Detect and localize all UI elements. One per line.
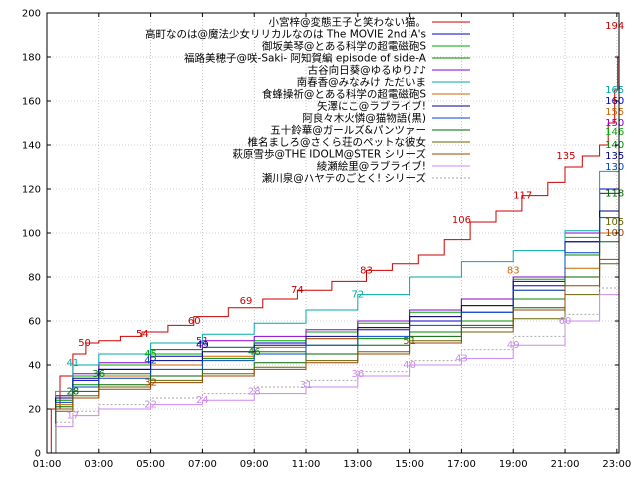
legend-label: 食蜂操祈@とある科学の超電磁砲S (262, 88, 426, 101)
data-label: 165 (605, 85, 624, 96)
data-label: 106 (452, 215, 471, 226)
x-tick-label: 01:00 (33, 459, 62, 470)
series-layer (47, 26, 620, 454)
data-label: 36 (92, 369, 105, 380)
series-line (47, 156, 620, 454)
series-line (47, 222, 620, 454)
legend-label: 椎名ましろ@さくら荘のペットな彼女 (248, 136, 427, 149)
data-label: 130 (605, 162, 624, 173)
series-line (47, 145, 620, 454)
data-label: 45 (144, 349, 157, 360)
x-tick-label: 23:00 (602, 459, 631, 470)
data-label: 49 (196, 340, 209, 351)
legend-label: 小宮梓@変態王子と笑わない猫。 (269, 16, 427, 29)
data-label: 83 (360, 265, 373, 276)
y-tick-label: 60 (28, 317, 41, 328)
data-label: 160 (605, 96, 624, 107)
series-line (47, 193, 620, 454)
y-tick-label: 100 (22, 229, 41, 240)
data-label: 69 (240, 296, 253, 307)
legend-label: 阿良々木火憐@猫物語(黒) (302, 112, 426, 125)
x-tick-label: 09:00 (240, 459, 269, 470)
legend-label: 萩原雪歩@THE IDOLM@STER シリーズ (233, 148, 426, 161)
data-label: 28 (248, 386, 261, 397)
x-tick-label: 13:00 (343, 459, 372, 470)
legend: 小宮梓@変態王子と笑わない猫。高町なのは@魔法少女リリカルなのは The MOV… (145, 16, 470, 185)
data-label: 24 (196, 395, 209, 406)
data-label: 117 (513, 191, 532, 202)
data-label: 135 (605, 151, 624, 162)
legend-label: 矢澤にこ@ラブライブ! (317, 100, 426, 113)
legend-label: 五十鈴華@ガールズ&パンツァー (270, 124, 426, 137)
data-label: 51 (196, 336, 209, 347)
data-label: 83 (507, 265, 520, 276)
y-tick-label: 120 (22, 185, 41, 196)
data-label: 46 (248, 347, 261, 358)
legend-label: 御坂美琴@とある科学の超電磁砲S (262, 40, 426, 53)
x-tick-label: 19:00 (499, 459, 528, 470)
y-tick-label: 0 (35, 449, 41, 460)
data-label: 32 (144, 378, 157, 389)
x-tick-label: 17:00 (447, 459, 476, 470)
data-label: 155 (605, 107, 624, 118)
x-tick-label: 05:00 (136, 459, 165, 470)
data-label: 60 (559, 316, 572, 327)
x-tick-label: 21:00 (551, 459, 580, 470)
y-axis: 0 20 40 60 80 100 120 140 160 180 200 (22, 9, 619, 460)
data-label: 28 (67, 386, 80, 397)
data-label: 22 (144, 400, 157, 411)
legend-label: 瀬川泉@ハヤテのごとく! シリーズ (262, 172, 426, 185)
y-tick-label: 20 (28, 405, 41, 416)
legend-label: 高町なのは@魔法少女リリカルなのは The MOVIE 2nd A's (145, 28, 426, 41)
data-label: 105 (605, 217, 624, 228)
x-axis: 01:00 03:00 05:00 07:00 09:00 11:00 13:00 15:00… (33, 13, 631, 470)
y-tick-label: 80 (28, 273, 41, 284)
x-tick-label: 07:00 (188, 459, 217, 470)
data-label: 135 (556, 151, 575, 162)
data-label: 54 (136, 329, 149, 340)
y-tick-label: 160 (22, 97, 41, 108)
data-label: 100 (605, 228, 624, 239)
data-label: 150 (605, 118, 624, 129)
data-label: 40 (403, 360, 416, 371)
series-line (47, 233, 620, 454)
y-tick-label: 40 (28, 361, 41, 372)
y-tick-label: 200 (22, 9, 41, 20)
data-label: 43 (455, 353, 468, 364)
data-label: 36 (351, 369, 364, 380)
legend-label: 綾瀬絵里@ラブライブ! (317, 160, 426, 173)
data-label: 118 (605, 188, 624, 199)
legend-label: 福路美穂子@咲-Saki- 阿知賀編 episode of side-A (184, 52, 427, 65)
y-tick-label: 180 (22, 53, 41, 64)
data-label: 146 (605, 127, 624, 138)
data-label: 31 (300, 380, 313, 391)
data-label: 50 (78, 338, 91, 349)
data-label: 41 (67, 358, 80, 369)
data-label: 74 (291, 285, 304, 296)
series-line (47, 250, 620, 454)
series-line (47, 26, 620, 454)
data-label: 51 (403, 336, 416, 347)
data-label: 49 (507, 340, 520, 351)
legend-label: 古谷向日葵@ゆるゆり♪♪ (308, 64, 426, 77)
data-label: 140 (605, 140, 624, 151)
data-label: 60 (188, 316, 201, 327)
data-label: 72 (351, 290, 364, 301)
data-label: 17 (67, 411, 80, 422)
y-tick-label: 140 (22, 141, 41, 152)
x-tick-label: 15:00 (395, 459, 424, 470)
data-labels-layer: 50 54 60 69 74 83 106 117 135 194 160 45 146 36 46 140 5… (67, 21, 625, 421)
x-tick-label: 03:00 (84, 459, 113, 470)
x-tick-label: 11:00 (292, 459, 321, 470)
data-label: 194 (605, 21, 624, 32)
legend-label: 南春香@みなみけ ただいま (297, 76, 426, 89)
data-label: 42 (144, 356, 157, 367)
